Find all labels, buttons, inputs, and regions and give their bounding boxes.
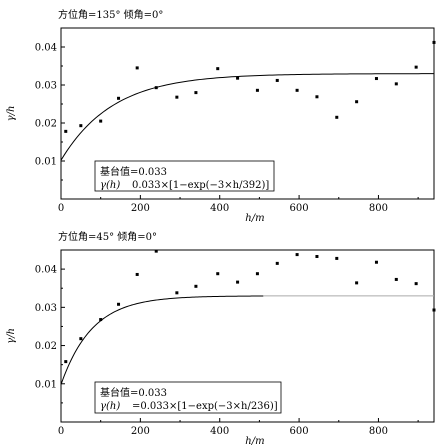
annotation-box	[94, 381, 282, 414]
data-point	[175, 95, 179, 99]
data-point	[432, 40, 436, 44]
data-point	[355, 281, 359, 285]
variogram-panel-azimuth-135: 方位角=135° 倾角=0° 0 200 400 600 800 0.01 0.02 0.03 0…	[6, 8, 436, 224]
model-equation: 0.033×[1−exp(−3×h/392)]	[132, 180, 269, 191]
y-axis-label: γ/h	[6, 106, 17, 122]
plot-frame	[60, 249, 435, 423]
panel-title: 方位角=135° 倾角=0°	[58, 8, 163, 21]
y-tick-label: 0.04	[35, 265, 57, 276]
y-axis-label: γ/h	[6, 328, 17, 344]
data-point	[374, 77, 378, 81]
sill-annotation: 基台值=0.033	[100, 386, 167, 399]
data-point	[216, 272, 220, 276]
sill-annotation: 基台值=0.033	[100, 165, 167, 178]
data-point	[295, 88, 299, 92]
data-point	[154, 249, 158, 253]
x-tick-label: 600	[290, 426, 309, 437]
x-tick-label: 0	[58, 203, 64, 214]
x-tick-label: 400	[210, 426, 229, 437]
data-point	[255, 88, 259, 92]
data-point	[432, 308, 436, 312]
data-point	[255, 272, 259, 276]
data-point	[236, 280, 240, 284]
data-point	[117, 302, 121, 306]
data-point	[194, 91, 198, 95]
y-tick-label: 0.03	[35, 303, 57, 314]
plot-frame	[60, 27, 435, 200]
y-tick-label: 0.01	[35, 157, 57, 168]
x-axis-label: h/m	[245, 213, 264, 224]
data-point	[117, 96, 121, 100]
data-point	[236, 76, 240, 80]
data-point	[295, 253, 299, 257]
model-lhs: γ(h)	[100, 401, 120, 412]
y-tick-label: 0.01	[35, 379, 57, 390]
data-point	[135, 66, 139, 70]
y-tick-label: 0.02	[35, 119, 57, 130]
x-tick-label: 800	[369, 203, 388, 214]
data-point	[315, 254, 319, 258]
data-point	[216, 67, 220, 71]
data-point	[335, 256, 339, 260]
data-point	[64, 129, 68, 133]
x-tick-label: 0	[58, 426, 64, 437]
data-point	[315, 95, 319, 99]
data-point	[79, 337, 83, 341]
data-point	[175, 291, 179, 295]
y-tick-label: 0.02	[35, 341, 57, 352]
annotation-box	[94, 160, 275, 192]
data-point	[99, 318, 103, 322]
data-point	[414, 65, 418, 69]
data-point	[414, 282, 418, 286]
data-point	[194, 284, 198, 288]
model-curve	[60, 73, 434, 161]
panel-title: 方位角=45° 倾角=0°	[58, 230, 157, 243]
x-tick-label: 400	[210, 203, 229, 214]
data-point	[135, 272, 139, 276]
model-curve	[60, 295, 264, 385]
data-point	[99, 119, 103, 123]
y-tick-label: 0.04	[35, 43, 57, 54]
data-point	[394, 277, 398, 281]
data-point	[64, 360, 68, 364]
model-lhs: γ(h)	[100, 180, 120, 191]
data-point	[374, 260, 378, 264]
data-point	[355, 100, 359, 104]
y-tick-label: 0.03	[35, 81, 57, 92]
data-point	[394, 82, 398, 86]
x-axis-label: h/m	[245, 436, 264, 445]
data-point	[79, 124, 83, 128]
x-tick-label: 200	[131, 203, 150, 214]
x-tick-label: 600	[290, 203, 309, 214]
x-tick-label: 800	[369, 426, 388, 437]
model-equation: =0.033×[1−exp(−3×h/236)]	[132, 401, 278, 412]
data-point	[335, 115, 339, 119]
data-point	[275, 78, 279, 82]
variogram-panel-azimuth-45: 方位角=45° 倾角=0° 0 200 400 600 800 0.01 0.02 0.03 0.…	[6, 230, 436, 445]
x-tick-label: 200	[131, 426, 150, 437]
data-point	[275, 261, 279, 265]
